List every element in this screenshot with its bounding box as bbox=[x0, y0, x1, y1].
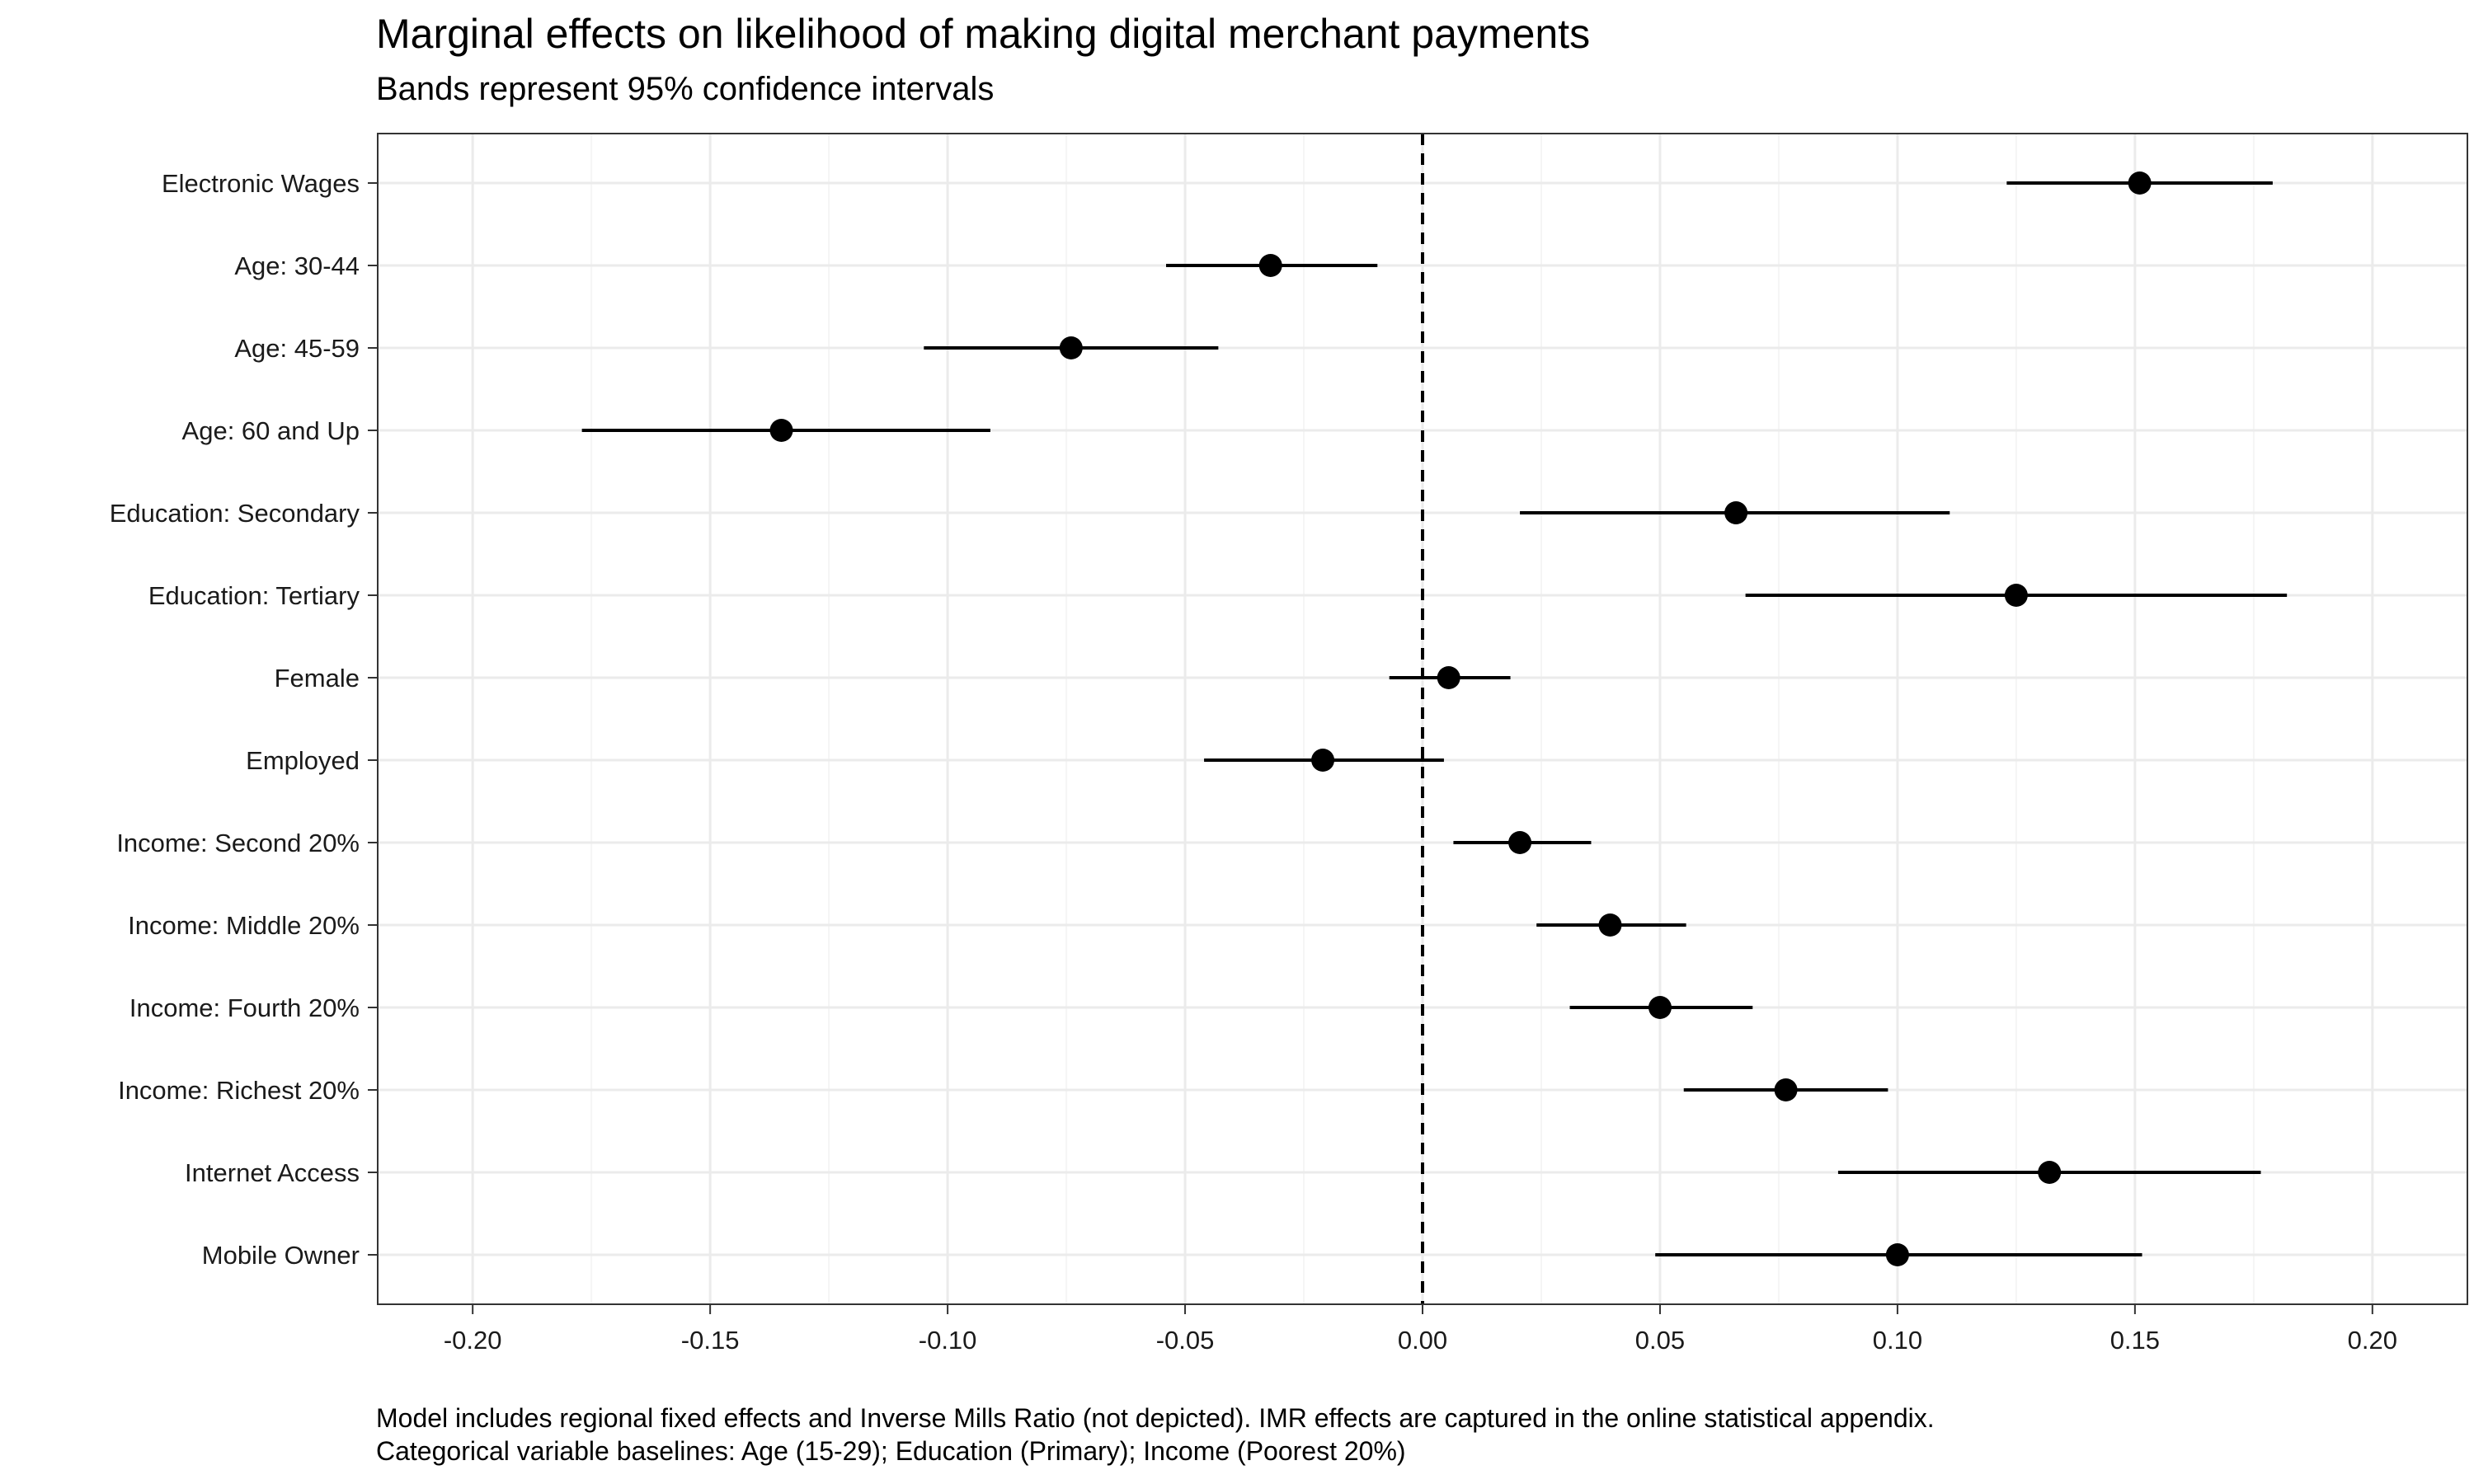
estimate-point bbox=[1724, 501, 1748, 524]
y-tick-label: Education: Tertiary bbox=[148, 581, 360, 610]
x-tick-label: -0.20 bbox=[444, 1326, 502, 1355]
estimate-point bbox=[2038, 1161, 2062, 1184]
x-tick-label: 0.10 bbox=[1873, 1326, 1922, 1355]
chart-subtitle: Bands represent 95% confidence intervals bbox=[376, 71, 995, 107]
estimate-point bbox=[1885, 1243, 1909, 1266]
y-tick-label: Education: Secondary bbox=[110, 499, 360, 528]
x-tick-label: -0.10 bbox=[919, 1326, 977, 1355]
y-tick-label: Mobile Owner bbox=[202, 1241, 360, 1270]
y-tick-label: Age: 30-44 bbox=[234, 251, 360, 280]
x-tick-label: 0.15 bbox=[2110, 1326, 2160, 1355]
estimate-point bbox=[1774, 1078, 1798, 1101]
estimate-point bbox=[1059, 336, 1083, 359]
estimate-point bbox=[2004, 584, 2028, 607]
chart-caption: Model includes regional fixed effects an… bbox=[376, 1402, 1935, 1468]
x-tick-label: 0.05 bbox=[1635, 1326, 1685, 1355]
estimate-point bbox=[2128, 171, 2152, 195]
caption-line-2: Categorical variable baselines: Age (15-… bbox=[376, 1436, 1406, 1466]
x-tick-label: -0.05 bbox=[1156, 1326, 1215, 1355]
y-tick-label: Electronic Wages bbox=[162, 169, 360, 198]
y-tick-label: Income: Richest 20% bbox=[118, 1076, 360, 1105]
y-tick-label: Age: 45-59 bbox=[234, 334, 360, 363]
estimate-point bbox=[1598, 913, 1622, 937]
chart-title: Marginal effects on likelihood of making… bbox=[376, 11, 1591, 57]
estimate-point bbox=[769, 419, 793, 442]
y-tick-label: Income: Fourth 20% bbox=[129, 993, 360, 1022]
y-tick-label: Employed bbox=[246, 746, 360, 775]
y-tick-label: Female bbox=[275, 664, 360, 693]
axis-layer: -0.20 -0.15 -0.10 -0.05 0.00 0.05 0.10 0.15 0.20… bbox=[110, 169, 2397, 1355]
x-tick-label: 0.20 bbox=[2348, 1326, 2397, 1355]
estimate-point bbox=[1508, 831, 1532, 854]
estimate-point bbox=[1437, 666, 1460, 689]
y-tick-label: Internet Access bbox=[185, 1158, 360, 1187]
caption-line-1: Model includes regional fixed effects an… bbox=[376, 1403, 1935, 1433]
x-tick-label: -0.15 bbox=[681, 1326, 740, 1355]
y-tick-label: Age: 60 and Up bbox=[182, 416, 360, 445]
estimate-point bbox=[1648, 996, 1672, 1019]
y-tick-label: Income: Middle 20% bbox=[128, 911, 360, 940]
mark-layer bbox=[581, 134, 2288, 1304]
estimate-point bbox=[1258, 254, 1282, 277]
estimate-point bbox=[1311, 749, 1335, 772]
x-tick-label: 0.00 bbox=[1398, 1326, 1447, 1355]
y-tick-label: Income: Second 20% bbox=[116, 829, 360, 857]
